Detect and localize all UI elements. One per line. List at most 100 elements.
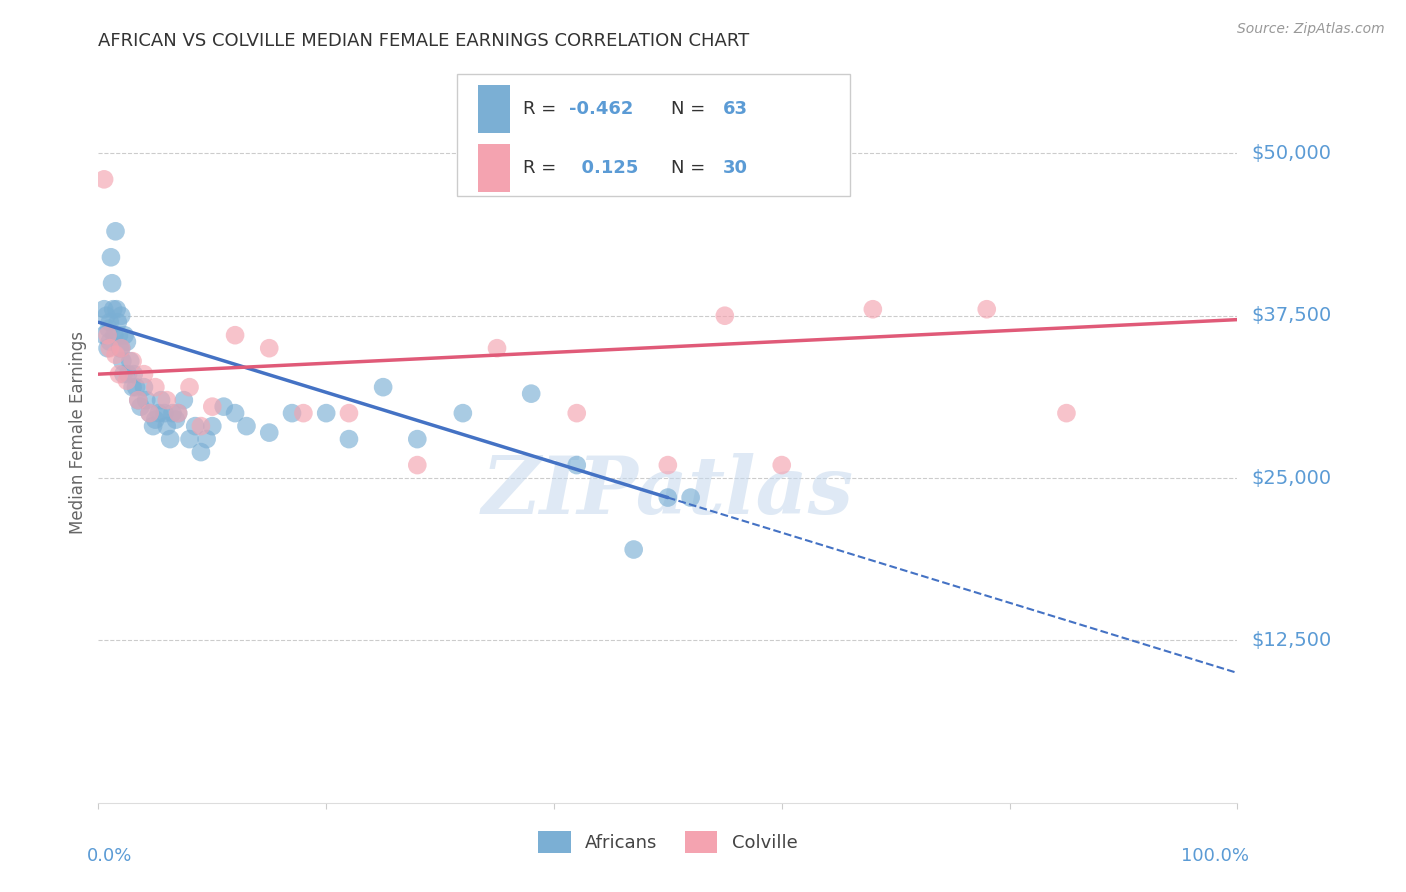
Point — [110, 341, 132, 355]
Point — [224, 328, 246, 343]
Point — [138, 406, 160, 420]
Text: $12,500: $12,500 — [1251, 631, 1331, 650]
Text: R =: R = — [523, 160, 562, 178]
Point — [93, 302, 115, 317]
Point — [93, 172, 115, 186]
Point — [108, 341, 131, 355]
Point — [96, 328, 118, 343]
Point — [770, 458, 793, 472]
Point — [657, 458, 679, 472]
Point — [212, 400, 235, 414]
Point — [114, 328, 136, 343]
Text: 63: 63 — [723, 100, 748, 118]
Y-axis label: Median Female Earnings: Median Female Earnings — [69, 331, 87, 534]
Point — [115, 334, 138, 349]
Text: N =: N = — [671, 160, 711, 178]
Point — [150, 393, 173, 408]
Point — [107, 315, 129, 329]
Point — [104, 348, 127, 362]
Point — [292, 406, 315, 420]
Point — [121, 354, 143, 368]
Point — [371, 380, 394, 394]
Point — [179, 380, 201, 394]
Point — [565, 458, 588, 472]
Point — [235, 419, 257, 434]
Text: $37,500: $37,500 — [1251, 306, 1331, 326]
Point — [103, 328, 125, 343]
FancyBboxPatch shape — [457, 73, 851, 195]
Point — [127, 393, 149, 408]
Point — [190, 419, 212, 434]
Text: AFRICAN VS COLVILLE MEDIAN FEMALE EARNINGS CORRELATION CHART: AFRICAN VS COLVILLE MEDIAN FEMALE EARNIN… — [98, 32, 749, 50]
Point — [122, 367, 145, 381]
Point — [173, 393, 195, 408]
Text: N =: N = — [671, 100, 711, 118]
Point — [167, 406, 190, 420]
Point — [98, 341, 121, 355]
Point — [132, 367, 155, 381]
Point — [337, 432, 360, 446]
Point — [451, 406, 474, 420]
Point — [108, 367, 131, 381]
Point — [93, 328, 115, 343]
Point — [406, 432, 429, 446]
Text: 100.0%: 100.0% — [1181, 847, 1249, 865]
Point — [190, 445, 212, 459]
Point — [105, 302, 128, 317]
Text: 30: 30 — [723, 160, 748, 178]
Point — [976, 302, 998, 317]
Point — [153, 406, 176, 420]
Point — [1054, 406, 1078, 420]
Point — [127, 393, 149, 408]
Point — [184, 419, 207, 434]
Point — [159, 432, 181, 446]
Point — [714, 309, 737, 323]
Point — [148, 406, 170, 420]
Point — [406, 458, 429, 472]
Point — [96, 341, 118, 355]
Point — [98, 315, 121, 329]
Point — [145, 380, 167, 394]
Point — [103, 302, 125, 317]
Point — [224, 406, 246, 420]
Point — [111, 354, 134, 368]
Text: R =: R = — [523, 100, 562, 118]
Text: -0.462: -0.462 — [569, 100, 633, 118]
Point — [201, 419, 224, 434]
Point — [679, 491, 702, 505]
Text: $25,000: $25,000 — [1251, 468, 1331, 488]
Point — [162, 406, 184, 420]
Point — [156, 419, 179, 434]
Point — [135, 393, 157, 408]
Point — [117, 367, 139, 381]
Text: Source: ZipAtlas.com: Source: ZipAtlas.com — [1237, 22, 1385, 37]
Legend: Africans, Colville: Africans, Colville — [531, 824, 804, 861]
Point — [125, 380, 148, 394]
FancyBboxPatch shape — [478, 145, 509, 193]
Point — [657, 491, 679, 505]
Point — [259, 425, 281, 440]
FancyBboxPatch shape — [478, 85, 509, 133]
Text: ZIPatlas: ZIPatlas — [482, 453, 853, 531]
Point — [565, 406, 588, 420]
Point — [337, 406, 360, 420]
Point — [138, 406, 160, 420]
Point — [115, 374, 138, 388]
Point — [862, 302, 884, 317]
Point — [201, 400, 224, 414]
Point — [110, 309, 132, 323]
Point — [100, 250, 122, 264]
Point — [195, 432, 218, 446]
Point — [96, 309, 118, 323]
Point — [520, 386, 543, 401]
Point — [623, 542, 645, 557]
Text: 0.0%: 0.0% — [87, 847, 132, 865]
Point — [121, 380, 143, 394]
Point — [179, 432, 201, 446]
Point — [156, 393, 179, 408]
Point — [104, 224, 127, 238]
Point — [132, 380, 155, 394]
Point — [486, 341, 509, 355]
Point — [315, 406, 337, 420]
Point — [165, 412, 187, 426]
